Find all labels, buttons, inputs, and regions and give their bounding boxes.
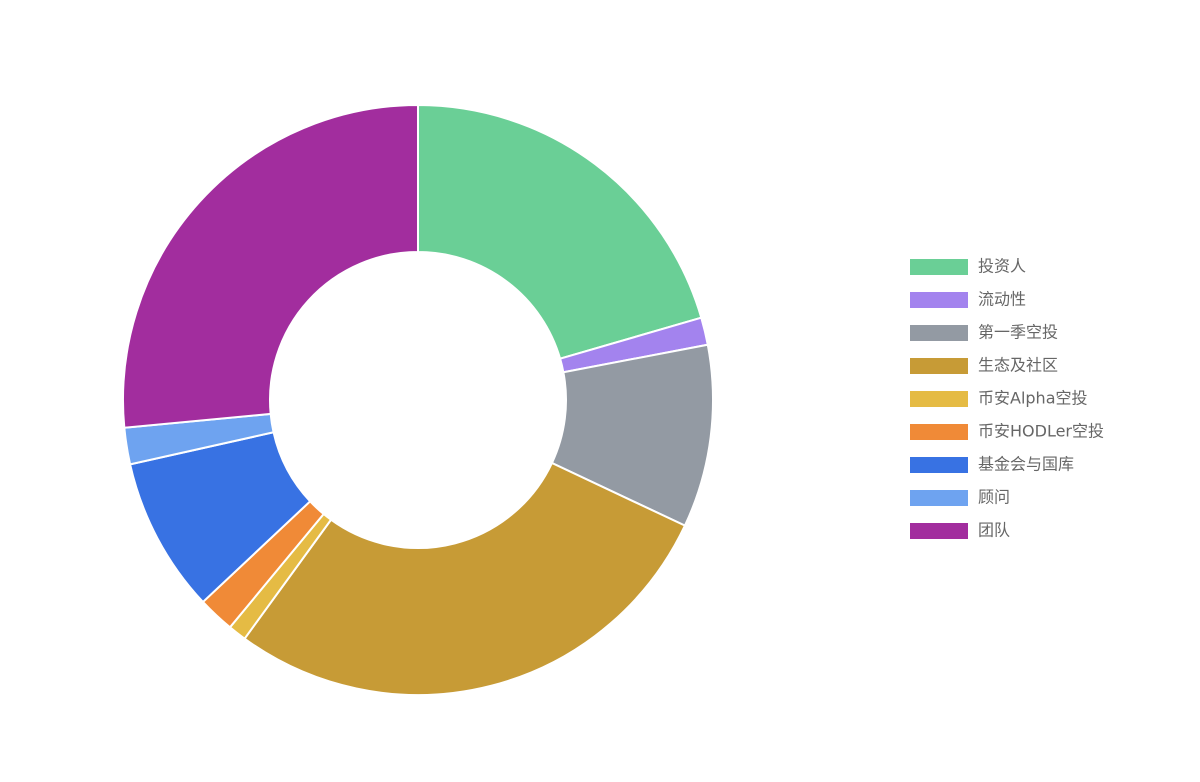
legend-label: 生态及社区 xyxy=(978,356,1058,375)
legend-swatch xyxy=(910,391,968,407)
donut-segment xyxy=(243,461,687,696)
legend-swatch xyxy=(910,358,968,374)
legend-label: 币安Alpha空投 xyxy=(978,389,1088,408)
legend-label: 顾问 xyxy=(978,488,1010,507)
legend-swatch xyxy=(910,259,968,275)
legend-swatch xyxy=(910,490,968,506)
donut-segment xyxy=(417,103,703,360)
legend-swatch xyxy=(910,292,968,308)
legend-swatch xyxy=(910,325,968,341)
legend-label: 投资人 xyxy=(978,257,1026,276)
donut-segment xyxy=(122,103,419,429)
legend-label: 第一季空投 xyxy=(978,323,1058,342)
legend-swatch xyxy=(910,457,968,473)
legend-label: 团队 xyxy=(978,521,1010,540)
legend-label: 流动性 xyxy=(978,290,1026,309)
legend-swatch xyxy=(910,424,968,440)
legend-swatch xyxy=(910,523,968,539)
legend-label: 币安HODLer空投 xyxy=(978,422,1104,441)
legend-label: 基金会与国库 xyxy=(978,455,1074,474)
